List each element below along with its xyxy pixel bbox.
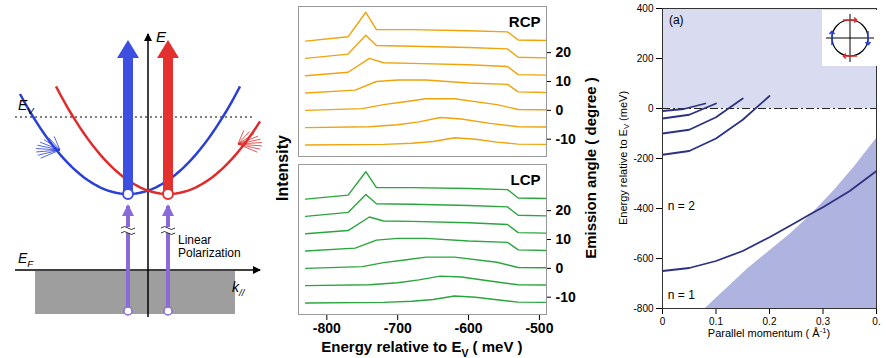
svg-text:0: 0 [556, 102, 564, 118]
svg-text:0.: 0. [872, 316, 880, 327]
svg-text:20: 20 [556, 44, 572, 60]
svg-text:Energy relative to EV (meV): Energy relative to EV (meV) [617, 91, 631, 225]
svg-text:10: 10 [556, 231, 572, 247]
svg-text:-600: -600 [633, 253, 653, 264]
svg-text:0: 0 [648, 103, 654, 114]
svg-text:Linear: Linear [178, 233, 211, 247]
svg-text:400: 400 [637, 3, 654, 14]
svg-text:20: 20 [556, 202, 572, 218]
svg-text:RCP: RCP [509, 13, 541, 30]
svg-text:-600: -600 [455, 320, 483, 336]
svg-text:-10: -10 [556, 131, 576, 147]
svg-text:k//: k// [232, 279, 246, 298]
svg-text:EF: EF [18, 250, 34, 269]
svg-text:Polarization: Polarization [178, 246, 241, 260]
svg-text:E: E [156, 28, 167, 45]
svg-text:0: 0 [556, 260, 564, 276]
svg-text:-800: -800 [633, 303, 653, 314]
svg-text:LCP: LCP [511, 171, 541, 188]
svg-text:-10: -10 [556, 289, 576, 305]
svg-text:-700: -700 [384, 320, 412, 336]
svg-text:EV: EV [18, 97, 35, 116]
svg-text:-200: -200 [633, 153, 653, 164]
svg-text:Emission angle ( degree ): Emission angle ( degree ) [582, 77, 599, 259]
svg-text:Energy relative to EV ( meV ): Energy relative to EV ( meV ) [321, 338, 522, 358]
svg-text:-800: -800 [313, 320, 341, 336]
svg-text:200: 200 [637, 53, 654, 64]
svg-text:-400: -400 [633, 203, 653, 214]
svg-text:-500: -500 [525, 320, 553, 336]
svg-text:Parallel momentum ( Å-1): Parallel momentum ( Å-1) [708, 326, 830, 339]
svg-text:Intensity: Intensity [274, 135, 291, 201]
svg-text:n = 2: n = 2 [668, 199, 695, 213]
svg-text:0: 0 [660, 316, 666, 327]
svg-text:(a): (a) [669, 13, 684, 27]
svg-text:n = 1: n = 1 [668, 288, 695, 302]
svg-text:0.1: 0.1 [709, 316, 723, 327]
svg-text:10: 10 [556, 73, 572, 89]
svg-text:0.2: 0.2 [763, 316, 777, 327]
svg-text:0.3: 0.3 [816, 316, 830, 327]
